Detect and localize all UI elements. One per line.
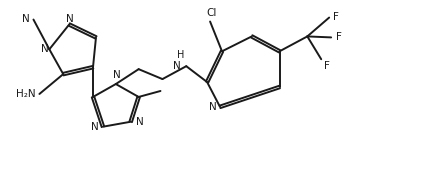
Text: N: N xyxy=(66,14,74,23)
Text: N: N xyxy=(172,61,180,71)
Text: F: F xyxy=(336,32,342,42)
Text: F: F xyxy=(333,12,339,22)
Text: F: F xyxy=(324,61,330,71)
Text: N: N xyxy=(136,117,143,127)
Text: N: N xyxy=(22,14,30,24)
Text: H₂N: H₂N xyxy=(16,89,35,99)
Text: H: H xyxy=(177,50,184,60)
Text: N: N xyxy=(209,102,217,112)
Text: N: N xyxy=(113,70,121,80)
Text: N: N xyxy=(41,44,48,54)
Text: N: N xyxy=(91,122,99,132)
Text: Cl: Cl xyxy=(206,8,216,18)
